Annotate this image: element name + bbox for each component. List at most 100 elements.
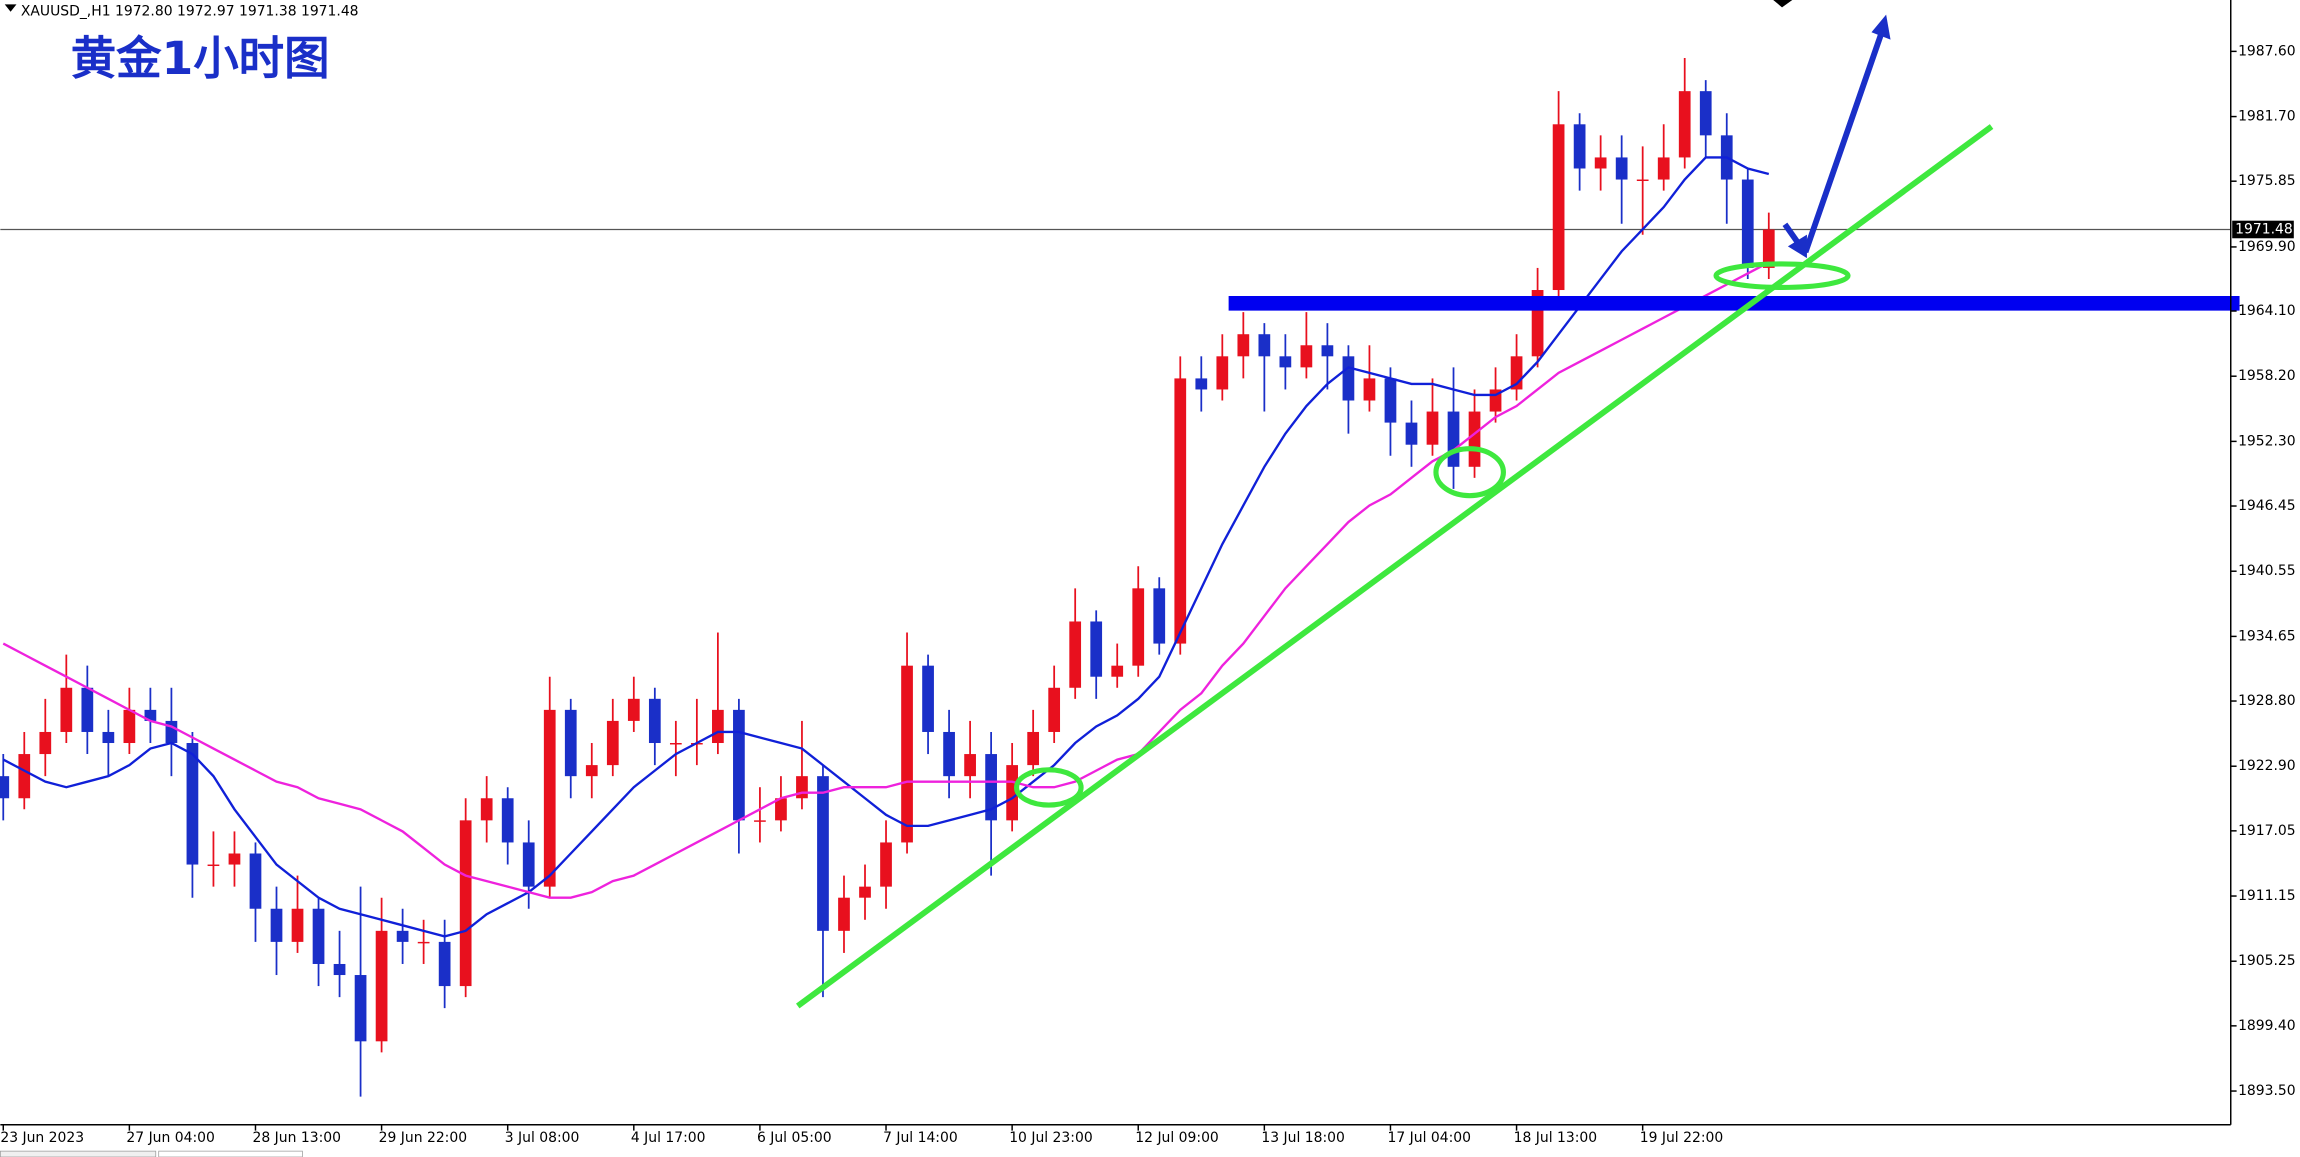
candle-body [354, 975, 367, 1042]
candle-body [648, 698, 661, 744]
candle-body [1510, 356, 1523, 390]
candle-body [1132, 588, 1145, 666]
arrow [1802, 31, 1885, 254]
tab [0, 1150, 157, 1157]
candle-body [1615, 157, 1628, 180]
candle-body [1279, 356, 1292, 368]
arrow-head [1773, 0, 1793, 8]
candle-body [438, 941, 451, 987]
y-tick-label: 1893.50 [2238, 1083, 2296, 1099]
y-tick-label: 1987.60 [2238, 43, 2296, 59]
circle-marker [1433, 446, 1506, 499]
candle-body [606, 720, 619, 766]
y-tick-label: 1952.30 [2238, 433, 2296, 449]
candle-body [669, 743, 682, 745]
candle-body [1636, 179, 1649, 182]
symbol-header: XAUUSD_,H1 1972.80 1972.97 1971.38 1971.… [21, 4, 359, 20]
arrow-head [1871, 14, 1891, 40]
candle-body [817, 776, 829, 931]
candle-body [1321, 345, 1334, 357]
menu-triangle [4, 4, 17, 12]
candle-body [754, 820, 766, 822]
candle-body [249, 853, 262, 909]
candle-body [1153, 588, 1166, 644]
candle-body [1069, 621, 1082, 688]
y-tick-label: 1964.10 [2238, 303, 2296, 319]
candle-body [1048, 687, 1061, 732]
candle-body [1468, 411, 1481, 467]
candle-body [1258, 334, 1271, 357]
candle-body [1216, 356, 1229, 390]
candle-body [859, 886, 871, 898]
bottom-tabs [0, 1150, 303, 1157]
candle-body [1405, 422, 1418, 445]
candle-body [1090, 621, 1103, 677]
candle-body [1531, 290, 1544, 357]
circle-marker [1013, 767, 1084, 808]
candle-body [186, 743, 199, 865]
candle-body [943, 731, 955, 777]
candle-body [291, 908, 304, 942]
candle-body [312, 908, 325, 964]
price-label: 1971.48 [2235, 221, 2293, 237]
x-tick-label: 7 Jul 14:00 [883, 1130, 958, 1146]
y-tick-label: 1905.25 [2238, 953, 2296, 969]
candle-body [207, 864, 220, 867]
y-tick-label: 1899.40 [2238, 1018, 2296, 1034]
x-tick-label: 6 Jul 05:00 [757, 1130, 832, 1146]
candle-body [1678, 91, 1691, 158]
candle-body [501, 798, 514, 843]
candle-body [985, 754, 997, 821]
candle-body [1111, 665, 1124, 677]
y-tick-label: 1946.45 [2238, 498, 2296, 514]
chart-title: 黄金1小时图 [71, 32, 330, 85]
x-tick-label: 28 Jun 13:00 [253, 1130, 341, 1146]
candle-body [18, 754, 31, 799]
trendline [796, 124, 1994, 1009]
y-tick-label: 1981.70 [2238, 109, 2296, 125]
y-tick-label: 1917.05 [2238, 823, 2296, 839]
candle-body [964, 754, 976, 777]
circle-marker [1713, 261, 1851, 290]
candle-body [1342, 356, 1355, 401]
y-tick-label: 1911.15 [2238, 888, 2296, 904]
candle-body [880, 842, 892, 887]
x-tick-label: 10 Jul 23:00 [1009, 1130, 1092, 1146]
y-tick-label: 1975.85 [2238, 173, 2296, 189]
moving-average [2, 156, 1770, 938]
x-tick-label: 4 Jul 17:00 [631, 1130, 706, 1146]
x-tick-label: 23 Jun 2023 [0, 1130, 84, 1146]
candle-body [1741, 179, 1754, 268]
candle-body [459, 820, 472, 987]
x-tick-label: 17 Jul 04:00 [1388, 1130, 1471, 1146]
tab [158, 1150, 303, 1157]
candle-body [270, 908, 283, 942]
candle-body [480, 798, 493, 821]
candle-body [333, 963, 346, 976]
y-tick-label: 1958.20 [2238, 368, 2296, 384]
candle-body [102, 731, 115, 744]
y-tick-label: 1969.90 [2238, 239, 2296, 255]
candle-body [1426, 411, 1439, 445]
candle-body [1573, 124, 1586, 169]
candle-body [1300, 345, 1313, 368]
candle-body [1552, 124, 1565, 291]
candle-body [1174, 378, 1187, 644]
candle-body [1657, 157, 1670, 180]
candle-body [228, 853, 241, 865]
x-tick-label: 13 Jul 18:00 [1261, 1130, 1344, 1146]
candle-body [39, 731, 52, 755]
candle-body [1762, 229, 1775, 268]
candle-body [1006, 765, 1018, 821]
candle-body [1384, 378, 1397, 423]
candle-body [922, 665, 934, 732]
candle-body [775, 798, 787, 821]
y-tick-label: 1940.55 [2238, 563, 2296, 579]
arrow-head [1787, 234, 1807, 259]
candle-body [1195, 378, 1208, 390]
candle-body [1699, 91, 1712, 136]
y-tick-label: 1922.90 [2238, 758, 2296, 774]
candle-body [123, 709, 136, 744]
